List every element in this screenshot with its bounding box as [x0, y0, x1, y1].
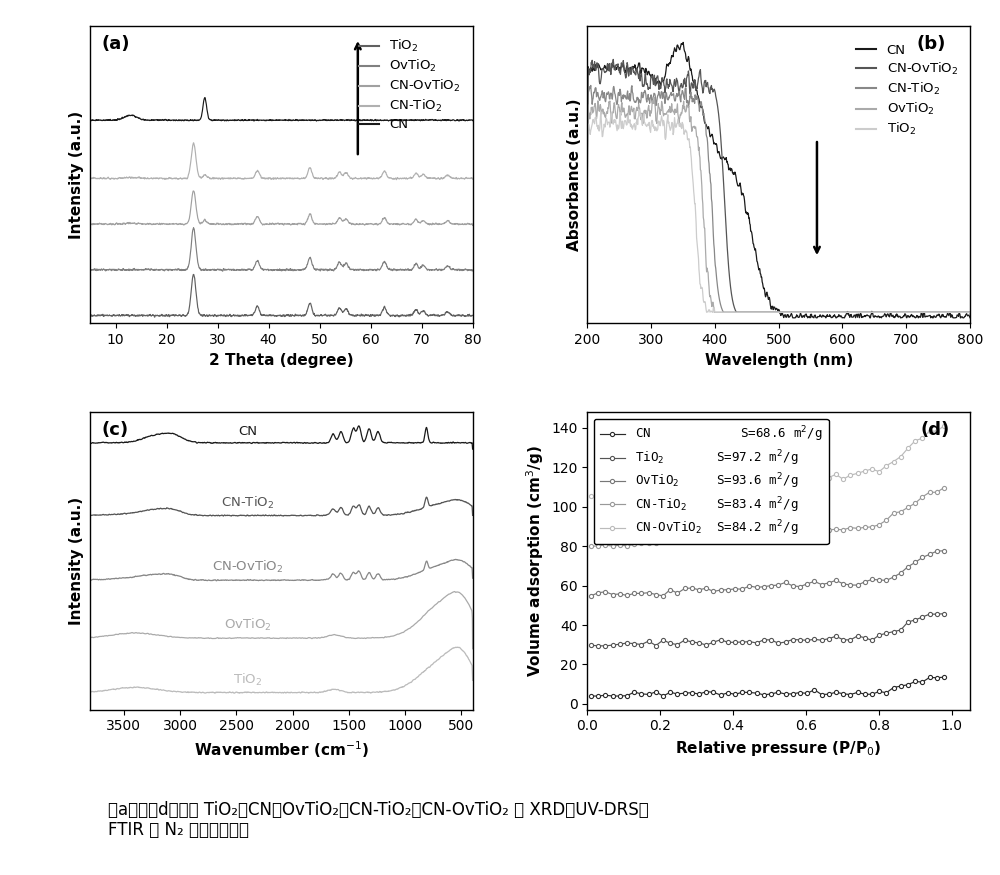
- Text: OvTiO$_2$: OvTiO$_2$: [224, 617, 271, 634]
- X-axis label: Relative pressure (P/P$_0$): Relative pressure (P/P$_0$): [675, 738, 882, 758]
- X-axis label: 2 Theta (degree): 2 Theta (degree): [209, 353, 354, 367]
- X-axis label: Wavenumber (cm$^{-1}$): Wavenumber (cm$^{-1}$): [194, 738, 369, 760]
- Legend: CN, CN-OvTiO$_2$, CN-TiO$_2$, OvTiO$_2$, TiO$_2$: CN, CN-OvTiO$_2$, CN-TiO$_2$, OvTiO$_2$,…: [851, 38, 963, 143]
- Text: (a): (a): [101, 35, 130, 53]
- Text: （a）到（d）图为 TiO₂、CN、OvTiO₂、CN-TiO₂、CN-OvTiO₂ 的 XRD、UV-DRS、
FTIR 及 N₂ 吸附脱附图。: （a）到（d）图为 TiO₂、CN、OvTiO₂、CN-TiO₂、CN-OvTi…: [108, 801, 648, 839]
- Y-axis label: Intensity (a.u.): Intensity (a.u.): [69, 497, 84, 625]
- Legend: CN            S=68.6 m$^2$/g, TiO$_2$       S=97.2 m$^2$/g, OvTiO$_2$     S=93.6: CN S=68.6 m$^2$/g, TiO$_2$ S=97.2 m$^2$/…: [594, 418, 829, 544]
- Legend: TiO$_2$, OvTiO$_2$, CN-OvTiO$_2$, CN-TiO$_2$, CN: TiO$_2$, OvTiO$_2$, CN-OvTiO$_2$, CN-TiO…: [354, 33, 466, 136]
- Text: (d): (d): [920, 421, 950, 439]
- Text: (c): (c): [101, 421, 129, 439]
- Text: TiO$_2$: TiO$_2$: [233, 672, 262, 688]
- Y-axis label: Volume adsorption (cm$^3$/g): Volume adsorption (cm$^3$/g): [524, 445, 546, 676]
- Text: CN: CN: [238, 425, 257, 438]
- Text: CN-OvTiO$_2$: CN-OvTiO$_2$: [212, 559, 283, 575]
- Y-axis label: Absorbance (a.u.): Absorbance (a.u.): [567, 99, 582, 251]
- Text: (b): (b): [916, 35, 946, 53]
- Y-axis label: Intensity (a.u.): Intensity (a.u.): [69, 111, 84, 239]
- X-axis label: Wavelength (nm): Wavelength (nm): [705, 353, 853, 367]
- Text: CN-TiO$_2$: CN-TiO$_2$: [221, 494, 274, 511]
